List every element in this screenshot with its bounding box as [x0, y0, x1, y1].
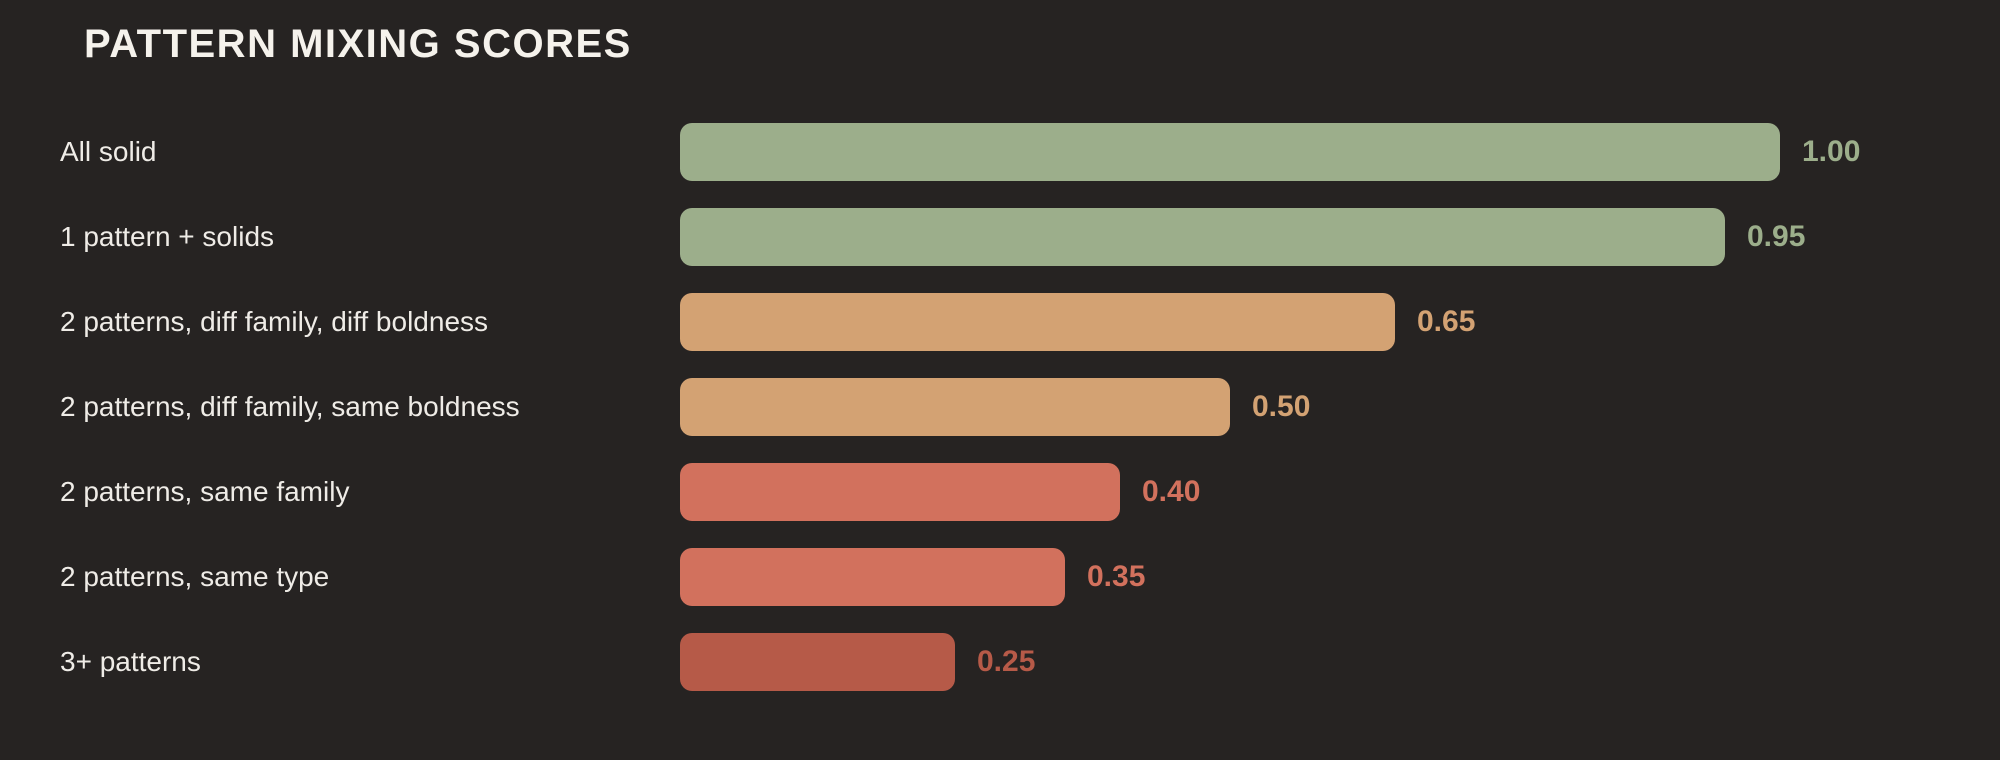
category-label: All solid — [60, 136, 157, 167]
category-label: 2 patterns, same family — [60, 476, 350, 507]
value-label: 0.35 — [1087, 560, 1146, 593]
chart-title: PATTERN MIXING SCORES — [84, 22, 632, 66]
bar-row: 1 pattern + solids 0.95 — [0, 208, 2000, 266]
value-label: 0.25 — [977, 645, 1036, 678]
score-bar — [680, 208, 1725, 266]
value-label: 0.50 — [1252, 390, 1311, 423]
score-bar — [680, 548, 1065, 606]
category-label: 2 patterns, same type — [60, 561, 330, 592]
score-bar — [680, 378, 1230, 436]
bar-row: 3+ patterns 0.25 — [0, 633, 2000, 691]
value-label: 0.65 — [1417, 305, 1476, 338]
category-label: 3+ patterns — [60, 646, 201, 677]
category-label: 1 pattern + solids — [60, 221, 275, 252]
bar-row: 2 patterns, same family 0.40 — [0, 463, 2000, 521]
category-label: 2 patterns, diff family, same boldness — [60, 391, 520, 422]
bar-row: All solid 1.00 — [0, 123, 2000, 181]
bar-rows: All solid 1.00 1 pattern + solids 0.95 2… — [0, 123, 2000, 718]
score-bar — [680, 633, 955, 691]
score-bar — [680, 463, 1120, 521]
value-label: 0.40 — [1142, 475, 1201, 508]
score-bar — [680, 293, 1395, 351]
value-label: 0.95 — [1747, 220, 1806, 253]
value-label: 1.00 — [1802, 135, 1861, 168]
bar-row: 2 patterns, same type 0.35 — [0, 548, 2000, 606]
bar-row: 2 patterns, diff family, diff boldness 0… — [0, 293, 2000, 351]
score-bar — [680, 123, 1780, 181]
bar-row: 2 patterns, diff family, same boldness 0… — [0, 378, 2000, 436]
category-label: 2 patterns, diff family, diff boldness — [60, 306, 489, 337]
